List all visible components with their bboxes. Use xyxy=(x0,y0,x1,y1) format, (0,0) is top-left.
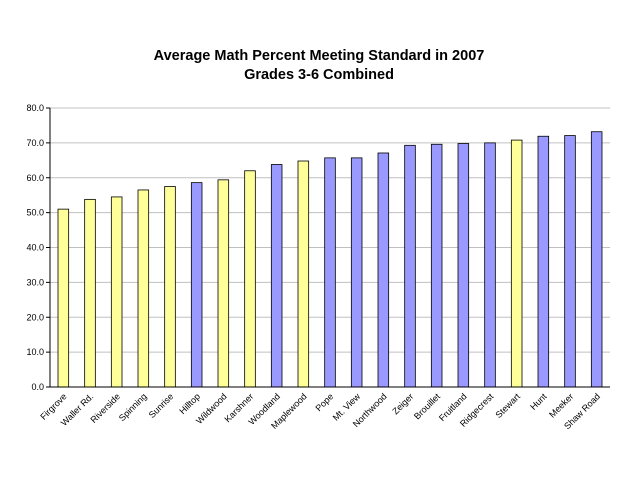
x-category-label: Pope xyxy=(313,391,335,413)
bar-hilltop xyxy=(190,182,203,388)
y-tick-label: 10.0 xyxy=(26,347,44,357)
bars xyxy=(57,131,603,388)
bar-zeiger xyxy=(404,144,416,388)
bar-brouillet xyxy=(430,143,443,388)
bar-meeker xyxy=(564,135,576,388)
x-category-label: Sunrise xyxy=(147,391,176,420)
bar-stewart xyxy=(510,139,523,388)
y-tick-labels: 0.0 10.0 20.0 30.0 40.0 50.0 60.0 70.0 80.0 xyxy=(26,103,44,392)
bar-mt-view xyxy=(350,157,363,388)
y-tick-label: 50.0 xyxy=(26,208,44,218)
bar-ridgecrest xyxy=(484,142,496,388)
axes xyxy=(49,108,610,388)
x-category-label: Zeiger xyxy=(390,391,415,416)
bar-pope xyxy=(324,157,336,388)
bar-firgrove xyxy=(57,208,70,388)
y-tick-label: 30.0 xyxy=(26,277,44,287)
chart-title: Average Math Percent Meeting Standard in… xyxy=(154,48,485,64)
bar-wildwood xyxy=(217,179,230,388)
y-tick-label: 0.0 xyxy=(31,382,44,392)
bar-maplewood xyxy=(297,160,310,388)
chart-subtitle: Grades 3-6 Combined xyxy=(244,67,394,83)
y-tick-label: 40.0 xyxy=(26,243,44,253)
x-category-label: Hunt xyxy=(528,391,549,412)
bar-karshner xyxy=(244,170,256,388)
bar-sunrise xyxy=(164,186,176,388)
bar-fruitland xyxy=(457,143,470,388)
bar-woodland xyxy=(270,164,283,388)
x-category-label: Hilltop xyxy=(177,391,202,416)
y-tick-label: 20.0 xyxy=(26,312,44,322)
bar-shaw-road xyxy=(590,131,603,388)
y-tick-label: 70.0 xyxy=(26,138,44,148)
x-category-label: Stewart xyxy=(493,391,522,420)
y-tick-label: 60.0 xyxy=(26,173,44,183)
bar-waller-rd xyxy=(84,198,96,388)
bar-northwood xyxy=(377,152,390,388)
bar-riverside xyxy=(110,196,123,388)
y-tick-label: 80.0 xyxy=(26,103,44,113)
x-category-label: Riverside xyxy=(88,391,122,425)
x-category-label: Spinning xyxy=(117,391,149,423)
bar-spinning xyxy=(137,189,150,388)
bar-hunt xyxy=(537,135,550,388)
